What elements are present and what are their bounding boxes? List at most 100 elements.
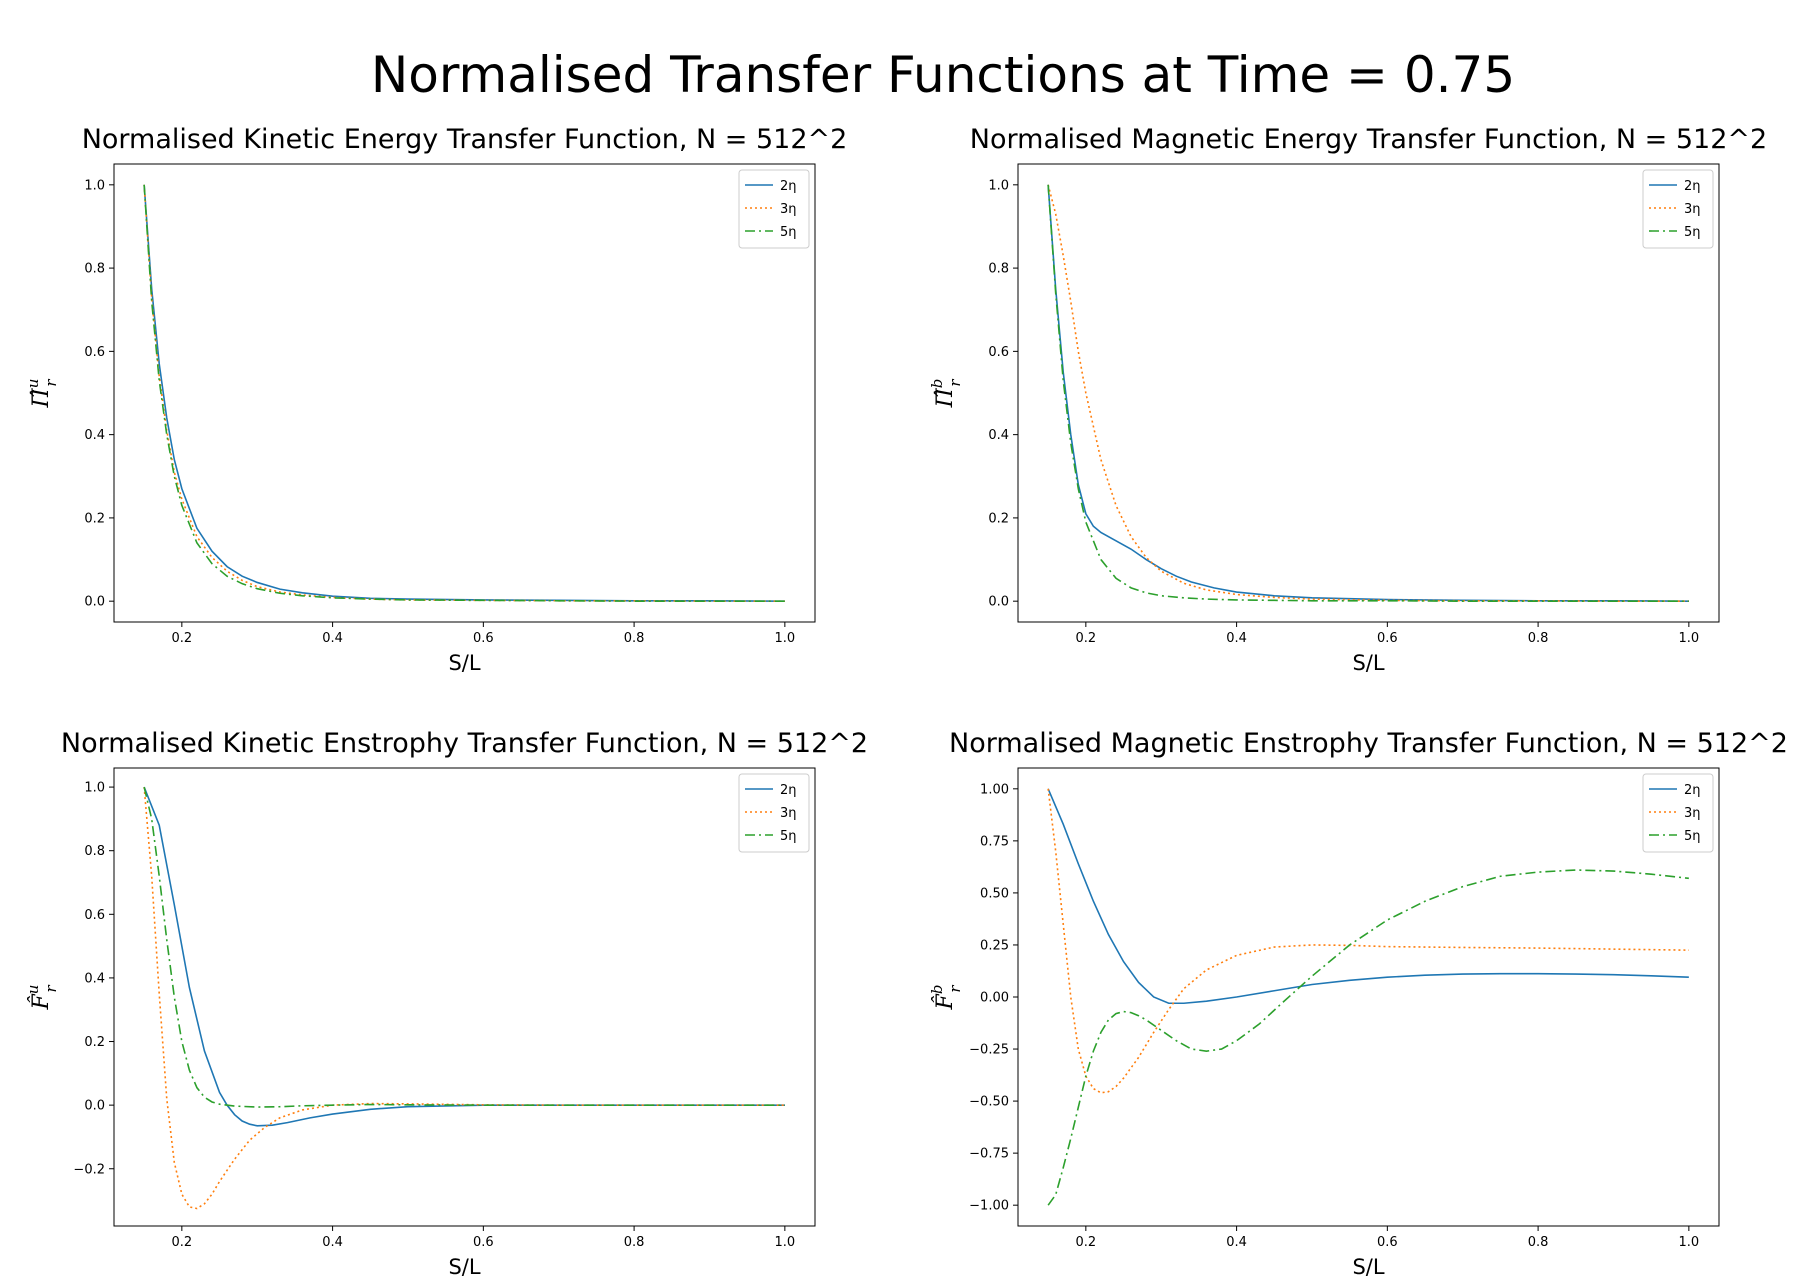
series-line-1 bbox=[143, 184, 785, 602]
legend-label-3: 5η bbox=[780, 225, 797, 240]
x-tick-label: 1.0 bbox=[1679, 1235, 1700, 1250]
x-tick-label: 0.6 bbox=[473, 631, 494, 646]
legend-label-1: 2η bbox=[780, 783, 797, 798]
series-line-2 bbox=[143, 184, 785, 602]
y-tick-label: 0.6 bbox=[988, 345, 1009, 360]
y-tick-label: 1.0 bbox=[988, 178, 1009, 193]
series-line-2 bbox=[143, 787, 785, 1210]
axes-frame bbox=[1017, 767, 1720, 1227]
legend-box bbox=[738, 773, 810, 853]
x-tick-label: 1.0 bbox=[1679, 631, 1700, 646]
y-tick-label: 0.4 bbox=[84, 971, 105, 986]
legend: 2η 3η 5η bbox=[738, 773, 810, 853]
y-tick-label: 0.8 bbox=[988, 262, 1009, 277]
x-axis-label: S/L bbox=[1352, 1255, 1384, 1279]
y-tick-label: −0.25 bbox=[969, 1043, 1009, 1058]
legend-label-3: 5η bbox=[1684, 225, 1701, 240]
x-tick-label: 0.6 bbox=[1377, 1235, 1398, 1250]
y-tick-label: 0.0 bbox=[988, 595, 1009, 610]
legend-label-2: 3η bbox=[1684, 806, 1701, 821]
x-tick-label: 0.8 bbox=[1528, 1235, 1549, 1250]
y-tick-label: 1.0 bbox=[84, 781, 105, 796]
y-tick-label: 0.8 bbox=[84, 262, 105, 277]
chart-panel-3: Normalised Kinetic Enstrophy Transfer Fu… bbox=[24, 728, 868, 1279]
x-tick-label: 0.2 bbox=[1075, 631, 1096, 646]
x-axis-label: S/L bbox=[448, 1255, 480, 1279]
panel-title: Normalised Kinetic Enstrophy Transfer Fu… bbox=[61, 728, 868, 759]
legend-label-1: 2η bbox=[1684, 783, 1701, 798]
y-tick-label: 0.50 bbox=[980, 886, 1009, 901]
y-tick-label: 0.4 bbox=[84, 428, 105, 443]
y-tick-label: 1.0 bbox=[84, 178, 105, 193]
y-tick-label: −0.2 bbox=[73, 1162, 105, 1177]
y-tick-label: −1.00 bbox=[969, 1199, 1009, 1214]
legend: 2η 3η 5η bbox=[1642, 773, 1714, 853]
figure-title: Normalised Transfer Functions at Time = … bbox=[371, 46, 1515, 104]
series-line-1 bbox=[1047, 184, 1689, 602]
y-axis-label: Π̂ur bbox=[24, 379, 60, 409]
y-tick-label: −0.75 bbox=[969, 1147, 1009, 1162]
legend-label-2: 3η bbox=[780, 202, 797, 217]
chart-panel-1: Normalised Kinetic Energy Transfer Funct… bbox=[24, 124, 847, 675]
x-axis-label: S/L bbox=[448, 651, 480, 675]
y-tick-label: 0.2 bbox=[84, 1035, 105, 1050]
y-tick-label: 0.0 bbox=[84, 1099, 105, 1114]
x-tick-label: 1.0 bbox=[775, 631, 796, 646]
legend-label-1: 2η bbox=[780, 179, 797, 194]
y-tick-label: 0.2 bbox=[988, 511, 1009, 526]
y-tick-label: 0.8 bbox=[84, 844, 105, 859]
x-tick-label: 0.6 bbox=[473, 1235, 494, 1250]
y-tick-label: 0.75 bbox=[980, 834, 1009, 849]
series-line-3 bbox=[143, 184, 785, 602]
legend: 2η 3η 5η bbox=[1642, 169, 1714, 249]
x-tick-label: 1.0 bbox=[775, 1235, 796, 1250]
series-line-3 bbox=[1047, 184, 1689, 602]
y-tick-label: 0.25 bbox=[980, 938, 1009, 953]
y-tick-label: −0.50 bbox=[969, 1095, 1009, 1110]
series-line-2 bbox=[1047, 184, 1689, 602]
legend-label-2: 3η bbox=[780, 806, 797, 821]
legend: 2η 3η 5η bbox=[738, 169, 810, 249]
y-tick-label: 0.4 bbox=[988, 428, 1009, 443]
y-tick-label: 0.6 bbox=[84, 345, 105, 360]
series-line-3 bbox=[143, 786, 785, 1108]
x-tick-label: 0.4 bbox=[322, 1235, 343, 1250]
x-tick-label: 0.2 bbox=[1075, 1235, 1096, 1250]
chart-panel-4: Normalised Magnetic Enstrophy Transfer F… bbox=[928, 728, 1788, 1279]
y-axis-label: F̂br bbox=[928, 985, 964, 1011]
x-tick-label: 0.6 bbox=[1377, 631, 1398, 646]
legend-box bbox=[1642, 169, 1714, 249]
x-tick-label: 0.8 bbox=[624, 631, 645, 646]
chart-panel-2: Normalised Magnetic Energy Transfer Func… bbox=[928, 124, 1767, 675]
y-axis-label: F̂ur bbox=[24, 985, 60, 1011]
x-tick-label: 0.2 bbox=[171, 631, 192, 646]
x-tick-label: 0.4 bbox=[322, 631, 343, 646]
x-tick-label: 0.8 bbox=[624, 1235, 645, 1250]
series-line-1 bbox=[143, 786, 785, 1127]
panel-title: Normalised Kinetic Energy Transfer Funct… bbox=[82, 124, 848, 155]
series-line-1 bbox=[1047, 788, 1689, 1005]
axes-frame bbox=[113, 767, 816, 1227]
y-tick-label: 0.00 bbox=[980, 991, 1009, 1006]
axes-frame bbox=[113, 163, 816, 623]
y-tick-label: 0.2 bbox=[84, 511, 105, 526]
x-tick-label: 0.4 bbox=[1226, 1235, 1247, 1250]
panel-title: Normalised Magnetic Energy Transfer Func… bbox=[970, 124, 1767, 155]
series-line-3 bbox=[1047, 869, 1689, 1206]
series-line-2 bbox=[1047, 788, 1689, 1094]
x-tick-label: 0.4 bbox=[1226, 631, 1247, 646]
x-tick-label: 0.2 bbox=[171, 1235, 192, 1250]
legend-label-1: 2η bbox=[1684, 179, 1701, 194]
x-axis-label: S/L bbox=[1352, 651, 1384, 675]
legend-label-2: 3η bbox=[1684, 202, 1701, 217]
axes-frame bbox=[1017, 163, 1720, 623]
legend-label-3: 5η bbox=[1684, 829, 1701, 844]
y-tick-label: 0.0 bbox=[84, 595, 105, 610]
y-tick-label: 0.6 bbox=[84, 908, 105, 923]
panel-title: Normalised Magnetic Enstrophy Transfer F… bbox=[949, 728, 1788, 759]
y-tick-label: 1.00 bbox=[980, 782, 1009, 797]
y-axis-label: Π̂br bbox=[928, 379, 964, 409]
legend-box bbox=[738, 169, 810, 249]
legend-label-3: 5η bbox=[780, 829, 797, 844]
